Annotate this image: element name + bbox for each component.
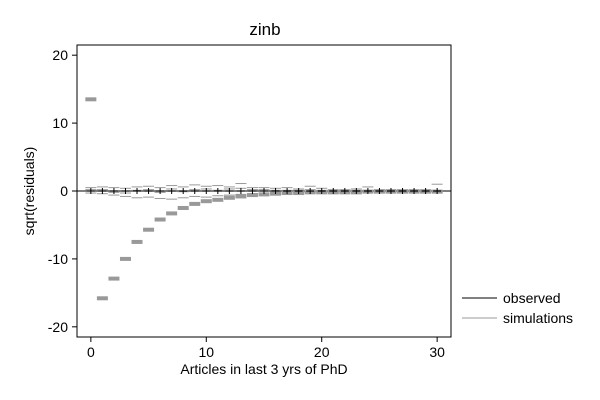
chart-title: zinb — [249, 20, 280, 39]
x-tick-label: 0 — [87, 344, 95, 360]
legend: observed simulations — [462, 290, 573, 326]
simulation-marker — [200, 199, 212, 204]
simulation-marker — [108, 276, 120, 281]
y-tick-label: -10 — [48, 251, 68, 267]
x-axis-label: Articles in last 3 yrs of PhD — [180, 361, 347, 377]
x-axis: 0 10 20 30 — [87, 337, 445, 360]
y-axis: -20 -10 0 10 20 — [48, 47, 77, 335]
simulation-marker — [119, 256, 131, 261]
simulation-marker — [96, 296, 108, 301]
simulation-marker — [223, 195, 235, 200]
simulation-marker — [258, 192, 270, 197]
simulation-marker — [166, 211, 178, 216]
simulation-marker — [85, 97, 97, 102]
simulation-marker — [143, 227, 155, 232]
y-axis-label: sqrt(residuals) — [21, 147, 37, 236]
simulation-marker — [235, 194, 247, 199]
y-tick-label: 0 — [60, 183, 68, 199]
simulation-marker — [131, 239, 143, 244]
y-tick-label: 20 — [52, 47, 68, 63]
x-tick-label: 10 — [198, 344, 214, 360]
legend-observed-label: observed — [503, 290, 561, 306]
legend-simulations-label: simulations — [503, 310, 573, 326]
simulation-marker — [189, 201, 201, 206]
simulation-marker — [246, 193, 258, 198]
simulation-marker — [212, 197, 224, 202]
x-tick-label: 30 — [429, 344, 445, 360]
y-tick-label: -20 — [48, 319, 68, 335]
observed-series — [86, 188, 442, 194]
simulation-marker — [177, 205, 189, 210]
y-tick-label: 10 — [52, 115, 68, 131]
simulation-marker — [154, 217, 166, 222]
x-tick-label: 20 — [314, 344, 330, 360]
